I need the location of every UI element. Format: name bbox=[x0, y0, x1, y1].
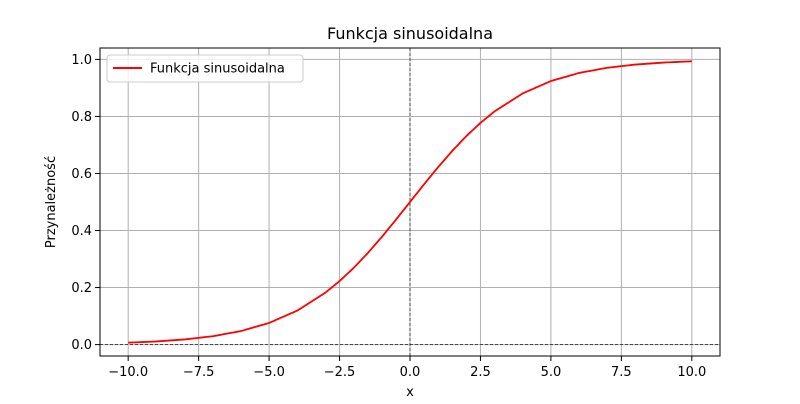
y-tick-label: 0.0 bbox=[71, 338, 92, 353]
chart-title: Funkcja sinusoidalna bbox=[327, 24, 493, 43]
x-axis-ticks: −10.0 −7.5 −5.0 −2.5 0.0 2.5 5.0 7.5 10.0 bbox=[108, 356, 706, 380]
y-axis-ticks: 0.0 0.2 0.4 0.6 0.8 1.0 bbox=[71, 53, 100, 353]
x-axis-label: x bbox=[406, 385, 414, 400]
x-tick-label: −2.5 bbox=[324, 365, 356, 380]
x-tick-label: 0.0 bbox=[400, 365, 421, 380]
x-tick-label: 10.0 bbox=[677, 365, 706, 380]
x-tick-label: 2.5 bbox=[470, 365, 491, 380]
y-tick-label: 0.8 bbox=[71, 110, 92, 125]
x-tick-label: 5.0 bbox=[541, 365, 562, 380]
legend-label: Funkcja sinusoidalna bbox=[150, 62, 285, 77]
reference-lines bbox=[100, 48, 720, 356]
legend: Funkcja sinusoidalna bbox=[106, 54, 304, 83]
y-tick-label: 0.2 bbox=[71, 281, 92, 296]
x-tick-label: −10.0 bbox=[108, 365, 148, 380]
x-tick-label: −7.5 bbox=[183, 365, 215, 380]
y-axis-label: Przynależność bbox=[44, 156, 59, 248]
y-tick-label: 0.4 bbox=[71, 224, 92, 239]
y-tick-label: 1.0 bbox=[71, 53, 92, 68]
x-tick-label: 7.5 bbox=[611, 365, 632, 380]
y-tick-label: 0.6 bbox=[71, 167, 92, 182]
legend-box bbox=[106, 54, 304, 83]
series-lines bbox=[128, 60, 692, 344]
series-line bbox=[128, 60, 692, 344]
x-tick-label: −5.0 bbox=[253, 365, 285, 380]
